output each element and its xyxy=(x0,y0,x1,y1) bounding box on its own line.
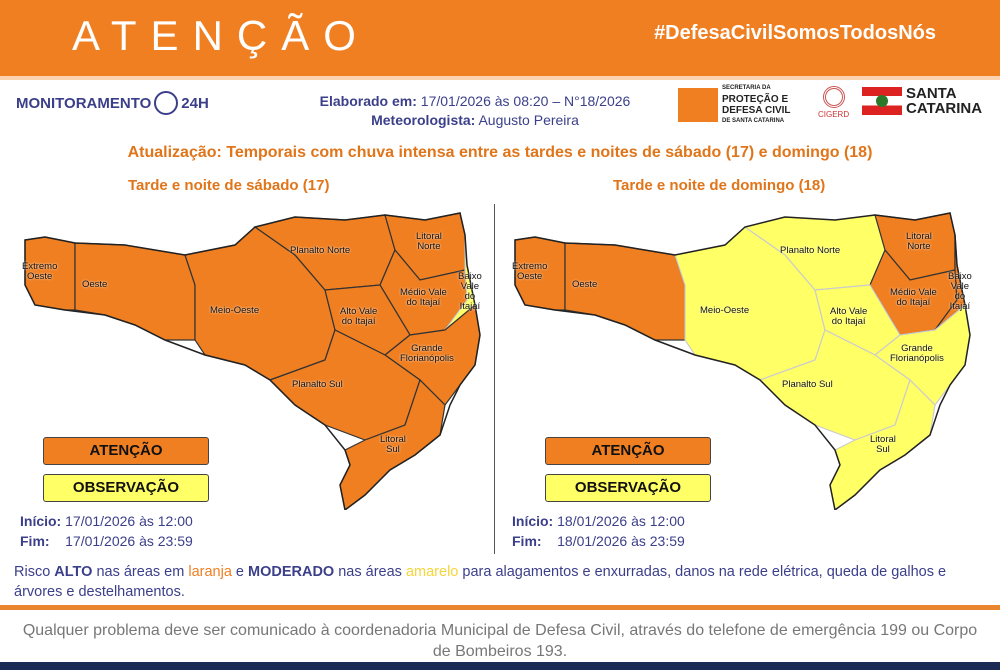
region-label: Baixo Vale do Itajaí xyxy=(948,271,972,312)
region-label: Meio-Oeste xyxy=(210,305,260,316)
region-label: Litoral Sul xyxy=(870,434,896,455)
risk-description: Risco ALTO nas áreas em laranja e MODERA… xyxy=(14,564,947,600)
governo-sc-logo: SANTA CATARINA xyxy=(862,86,982,116)
panel-subtitle: Tarde e noite de domingo (18) xyxy=(613,177,826,194)
map-sunday: Extremo Oeste Oeste Meio-Oeste Planalto Nort… xyxy=(510,205,980,510)
region-label: Grande Florianópolis xyxy=(400,343,454,364)
legend-atencao: ATENÇÃO xyxy=(545,437,711,465)
map-saturday: Extremo Oeste Oeste Meio-Oeste Planalto Nort… xyxy=(20,205,490,510)
region-label: Baixo Vale do Itajaí xyxy=(458,271,482,312)
period-saturday: Início: 17/01/2026 às 12:00 Fim: 17/01/2… xyxy=(20,513,193,549)
legend-observacao: OBSERVAÇÃO xyxy=(545,474,711,502)
region-label: Planalto Norte xyxy=(290,245,351,256)
region-label: Grande Florianópolis xyxy=(890,343,944,364)
region-label: Oeste xyxy=(572,279,598,290)
header-banner: ATENÇÃO #DefesaCivilSomosTodosNós xyxy=(0,0,1000,76)
region-label: Extremo Oeste xyxy=(22,261,58,282)
panel-subtitle: Tarde e noite de sábado (17) xyxy=(128,177,330,194)
region-label: Oeste xyxy=(82,279,108,290)
divider xyxy=(0,76,1000,80)
region-label: Médio Vale do Itajaí xyxy=(400,287,447,308)
state-map xyxy=(24,212,481,510)
region-label: Alto Vale do Itajaí xyxy=(340,306,378,327)
cigerd-logo: CIGERD xyxy=(818,86,849,119)
legend-atencao: ATENÇÃO xyxy=(43,437,209,465)
region-label: Médio Vale do Itajaí xyxy=(890,287,937,308)
monitoramento-logo: MONITORAMENTO 24H xyxy=(16,91,209,115)
update-title: Atualização: Temporais com chuva intensa… xyxy=(127,144,873,161)
sc-flag-icon xyxy=(862,87,902,115)
state-outline xyxy=(514,212,971,510)
region-label: Litoral Norte xyxy=(906,231,932,252)
region-label: Alto Vale do Itajaí xyxy=(830,306,868,327)
region-label: Extremo Oeste xyxy=(512,261,548,282)
divider xyxy=(494,204,495,554)
bottom-bar xyxy=(0,662,1000,670)
divider xyxy=(0,605,1000,610)
hashtag: #DefesaCivilSomosTodosNós xyxy=(654,22,936,44)
state-outline xyxy=(24,212,481,510)
state-map xyxy=(514,212,971,510)
region-label: Litoral Sul xyxy=(380,434,406,455)
radar-icon xyxy=(154,91,179,115)
period-sunday: Início: 18/01/2026 às 12:00 Fim: 18/01/2… xyxy=(512,513,685,549)
report-info: Elaborado em: 17/01/2026 às 08:20 – N°18… xyxy=(319,93,631,128)
region-label: Meio-Oeste xyxy=(700,305,750,316)
region-label: Litoral Norte xyxy=(416,231,442,252)
region-label: Planalto Sul xyxy=(292,379,343,390)
region-label: Planalto Sul xyxy=(782,379,833,390)
legend-observacao: OBSERVAÇÃO xyxy=(43,474,209,502)
footer-note: Qualquer problema deve ser comunicado à … xyxy=(22,622,978,660)
region-label: Planalto Norte xyxy=(780,245,841,256)
defesa-civil-logo: SECRETARIA DA PROTEÇÃO E DEFESA CIVIL DE SA… xyxy=(678,83,791,127)
header-title: ATENÇÃO xyxy=(72,12,370,59)
